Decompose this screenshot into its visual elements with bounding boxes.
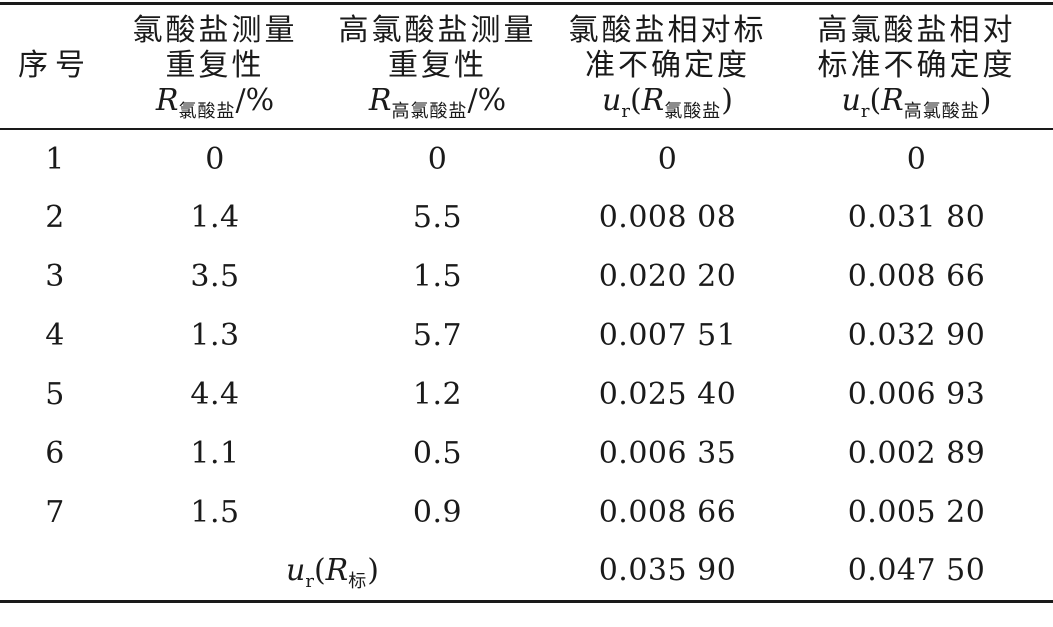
- cell-u-perchlorate: 0.006 93: [847, 377, 986, 412]
- cell-r-chlorate: 0: [205, 141, 225, 177]
- col-header-perchlorate-repeatability: 高氯酸盐测量 重复性 R高氯酸盐/%: [320, 3, 555, 130]
- header-row: 序号 氯酸盐测量 重复性 R氯酸盐/% 高氯酸盐测量 重复性 R高氯酸盐/% 氯…: [0, 3, 1053, 130]
- formula-function-subscript: r: [860, 101, 870, 122]
- col-header-index: 序号: [0, 3, 110, 130]
- formula-close-paren: ): [367, 553, 379, 589]
- cell-u-perchlorate: 0.005 20: [847, 495, 986, 530]
- cell-r-chlorate: 1.4: [190, 200, 240, 235]
- cell-no: 2: [45, 200, 65, 235]
- cell-u-perchlorate-total: 0.047 50: [847, 553, 986, 589]
- cell-r-perchlorate: 5.7: [412, 318, 463, 353]
- cell-u-chlorate-total: 0.035 90: [598, 553, 737, 589]
- cell-no: 3: [45, 259, 65, 294]
- formula-subscript: 高氯酸盐: [391, 101, 468, 122]
- cell-r-perchlorate: 5.5: [412, 200, 463, 235]
- cell-u-perchlorate: 0: [906, 141, 927, 177]
- cell-r-chlorate: 1.1: [190, 436, 240, 471]
- table-row: 2 1.4 5.5 0.008 08 0.031 80: [0, 188, 1053, 247]
- cell-r-perchlorate: 0.9: [412, 495, 463, 530]
- cell-no: 4: [45, 318, 65, 353]
- formula-unit: /%: [235, 83, 275, 118]
- formula-subscript: 氯酸盐: [178, 101, 236, 122]
- cell-u-chlorate: 0.008 08: [598, 200, 737, 235]
- formula-function: u: [841, 83, 861, 118]
- col-header-line: 氯酸盐相对标: [568, 13, 767, 48]
- col-header-line: 准不确定度: [585, 48, 750, 83]
- cell-u-chlorate: 0.006 35: [598, 436, 737, 471]
- formula-variable: R: [641, 83, 665, 118]
- formula-close-paren: ): [979, 83, 992, 118]
- footer-formula-cell: ur(R标): [110, 542, 555, 601]
- cell-u-chlorate: 0.020 20: [598, 259, 737, 294]
- formula-function-subscript: r: [305, 571, 314, 593]
- formula-variable: R: [881, 83, 904, 118]
- formula-function-subscript: r: [621, 101, 630, 122]
- cell-no: 6: [45, 436, 65, 471]
- table-header: 序号 氯酸盐测量 重复性 R氯酸盐/% 高氯酸盐测量 重复性 R高氯酸盐/% 氯…: [0, 3, 1053, 130]
- formula-subscript: 高氯酸盐: [903, 101, 980, 122]
- cell-r-chlorate: 3.5: [190, 259, 240, 294]
- cell-r-perchlorate: 0: [427, 141, 448, 177]
- col-header-chlorate-repeatability: 氯酸盐测量 重复性 R氯酸盐/%: [110, 3, 320, 130]
- formula-variable: R: [325, 553, 349, 589]
- col-header-formula: ur(R高氯酸盐): [780, 83, 1053, 121]
- cell-r-chlorate: 4.4: [190, 377, 240, 412]
- cell-no: 1: [45, 141, 65, 177]
- formula-function: u: [286, 553, 306, 589]
- formula-unit: /%: [467, 83, 507, 118]
- cell-r-perchlorate: 0.5: [412, 436, 463, 471]
- cell-r-perchlorate: 1.2: [412, 377, 463, 412]
- cell-r-perchlorate: 1.5: [412, 259, 463, 294]
- col-header-perchlorate-uncertainty: 高氯酸盐相对 标准不确定度 ur(R高氯酸盐): [780, 3, 1053, 130]
- formula-close-paren: ): [721, 83, 733, 118]
- cell-r-chlorate: 1.5: [190, 495, 240, 530]
- col-header-chlorate-uncertainty: 氯酸盐相对标 准不确定度 ur(R氯酸盐): [555, 3, 780, 130]
- footer-row: ur(R标) 0.035 90 0.047 50: [0, 542, 1053, 601]
- col-header-formula: R高氯酸盐/%: [320, 83, 555, 121]
- table-row: 6 1.1 0.5 0.006 35 0.002 89: [0, 424, 1053, 483]
- formula-subscript: 氯酸盐: [664, 101, 722, 122]
- col-header-line: 重复性: [165, 48, 265, 83]
- table-body: 1 0 0 0 0 2 1.4 5.5 0.008 08 0.031 80 3 …: [0, 129, 1053, 601]
- cell-u-perchlorate: 0.002 89: [847, 436, 986, 471]
- formula-open-paren: (: [313, 553, 326, 589]
- table-row: 3 3.5 1.5 0.020 20 0.008 66: [0, 247, 1053, 306]
- table-row: 4 1.3 5.7 0.007 51 0.032 90: [0, 306, 1053, 365]
- formula-subscript: 标: [348, 571, 368, 593]
- cell-u-chlorate: 0: [657, 141, 678, 177]
- cell-no: 7: [45, 495, 65, 530]
- cell-no: 5: [45, 377, 65, 412]
- cell-u-chlorate: 0.007 51: [598, 318, 737, 353]
- table-row: 7 1.5 0.9 0.008 66 0.005 20: [0, 483, 1053, 542]
- cell-u-perchlorate: 0.008 66: [847, 259, 986, 294]
- cell-empty: [0, 542, 110, 601]
- col-header-line: 高氯酸盐相对: [817, 13, 1016, 48]
- table-row: 1 0 0 0 0: [0, 129, 1053, 188]
- cell-u-chlorate: 0.008 66: [598, 495, 737, 530]
- col-header-line: 氯酸盐测量: [132, 13, 298, 48]
- cell-r-chlorate: 1.3: [190, 318, 240, 353]
- col-header-line: 高氯酸盐测量: [338, 13, 537, 48]
- col-header-formula: ur(R氯酸盐): [555, 83, 780, 121]
- col-header-index-label: 序号: [18, 48, 92, 83]
- cell-u-chlorate: 0.025 40: [598, 377, 737, 412]
- formula-function: u: [602, 83, 622, 118]
- cell-u-perchlorate: 0.031 80: [847, 200, 986, 235]
- formula-open-paren: (: [869, 83, 882, 118]
- col-header-line: 重复性: [388, 48, 487, 83]
- col-header-formula: R氯酸盐/%: [110, 83, 320, 121]
- formula-variable: R: [368, 83, 392, 118]
- cell-u-perchlorate: 0.032 90: [847, 318, 986, 353]
- formula-variable: R: [155, 83, 179, 118]
- col-header-line: 标准不确定度: [817, 48, 1016, 83]
- formula-open-paren: (: [629, 83, 642, 118]
- table-row: 5 4.4 1.2 0.025 40 0.006 93: [0, 365, 1053, 424]
- uncertainty-table: 序号 氯酸盐测量 重复性 R氯酸盐/% 高氯酸盐测量 重复性 R高氯酸盐/% 氯…: [0, 2, 1053, 603]
